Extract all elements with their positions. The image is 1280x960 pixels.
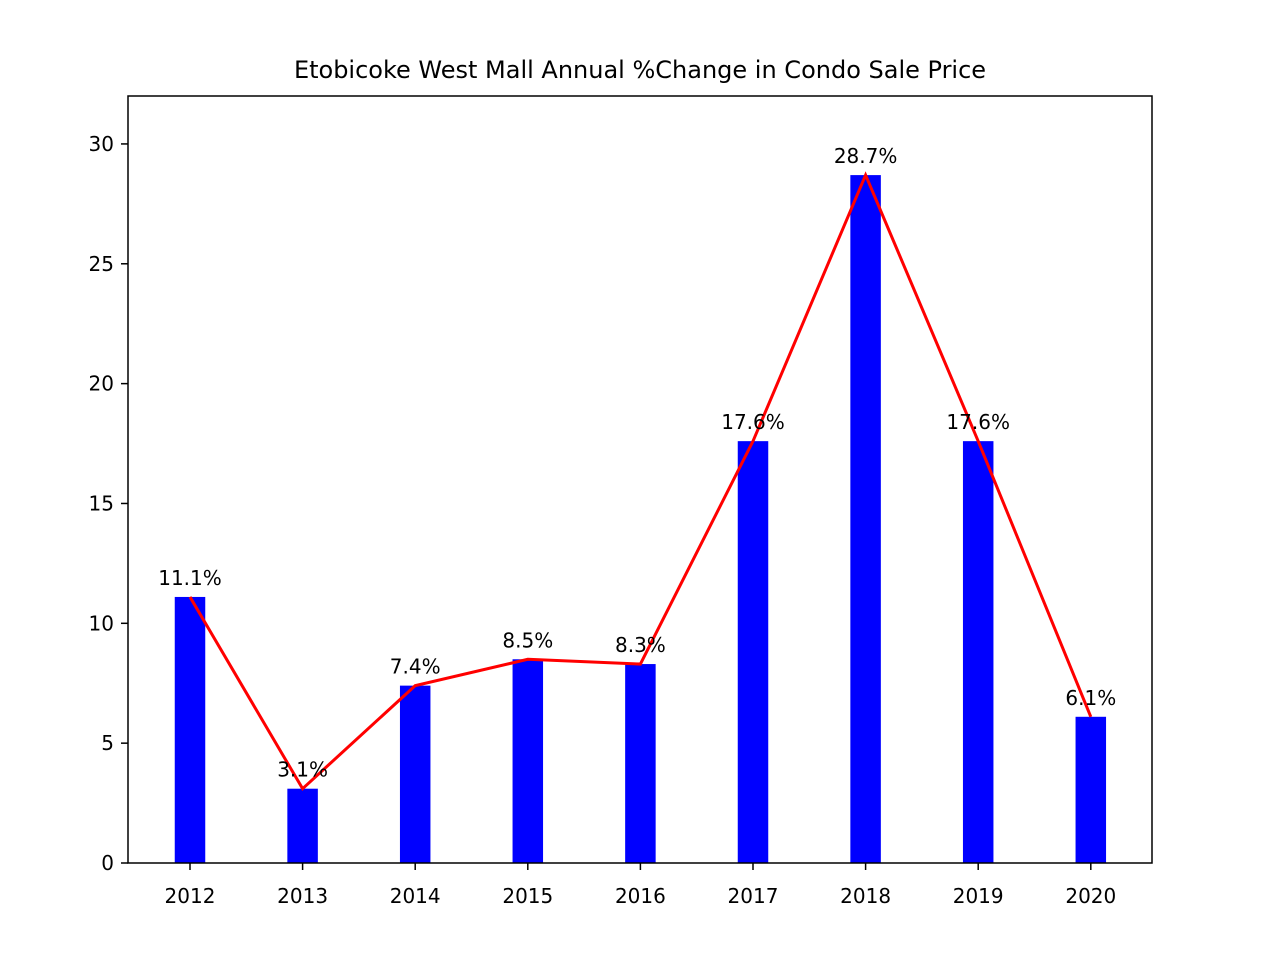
x-tick-label-2015: 2015 xyxy=(502,884,553,908)
x-tick-label-2020: 2020 xyxy=(1065,884,1116,908)
trend-line xyxy=(188,171,1093,792)
bar-2012 xyxy=(174,596,206,863)
x-tick-label-2016: 2016 xyxy=(615,884,666,908)
data-label-2019: 17.6% xyxy=(946,410,1010,434)
trend-line-group xyxy=(188,171,1093,792)
chart-title: Etobicoke West Mall Annual %Change in Co… xyxy=(294,56,986,84)
x-tick-label-2014: 2014 xyxy=(390,884,441,908)
bar-2014 xyxy=(399,685,431,863)
data-label-2012: 11.1% xyxy=(158,566,222,590)
bars-group xyxy=(174,175,1107,864)
plot-frame xyxy=(127,95,1153,864)
y-tick-label-0: 0 xyxy=(101,851,114,875)
data-label-2016: 8.3% xyxy=(615,633,666,657)
bar-2016 xyxy=(625,664,656,863)
bar-2013 xyxy=(287,788,318,863)
data-label-2017: 17.6% xyxy=(721,410,785,434)
y-tick-label-30: 30 xyxy=(89,132,114,156)
y-tick-label-25: 25 xyxy=(89,252,114,276)
x-tick-label-2019: 2019 xyxy=(953,884,1004,908)
data-label-2013: 3.1% xyxy=(277,758,328,782)
y-tick-label-10: 10 xyxy=(89,611,114,635)
data-label-2020: 6.1% xyxy=(1065,686,1116,710)
bar-2015 xyxy=(512,659,544,863)
data-labels-group: 11.1% 3.1% 7.4% 8.5% 8.3% 17.6% 28.7% 17.6% 6.1% xyxy=(158,144,1116,782)
data-label-2015: 8.5% xyxy=(502,628,553,652)
y-tick-label-5: 5 xyxy=(101,731,114,755)
y-tick-label-15: 15 xyxy=(89,491,114,515)
x-tick-label-2012: 2012 xyxy=(165,884,216,908)
bar-2017 xyxy=(737,441,769,863)
x-tick-label-2017: 2017 xyxy=(728,884,779,908)
y-tick-label-20: 20 xyxy=(89,372,114,396)
bar-2020 xyxy=(1075,716,1107,863)
x-tick-label-2018: 2018 xyxy=(840,884,891,908)
bar-2018 xyxy=(850,175,881,864)
data-label-2014: 7.4% xyxy=(390,655,441,679)
x-axis: 2012 2013 2014 2015 2016 2017 2018 2019 2020 xyxy=(165,863,1116,908)
bar-2019 xyxy=(962,441,994,863)
x-tick-label-2013: 2013 xyxy=(277,884,328,908)
data-label-2018: 28.7% xyxy=(834,144,898,168)
y-axis: 0 5 10 15 20 25 30 xyxy=(89,132,128,875)
